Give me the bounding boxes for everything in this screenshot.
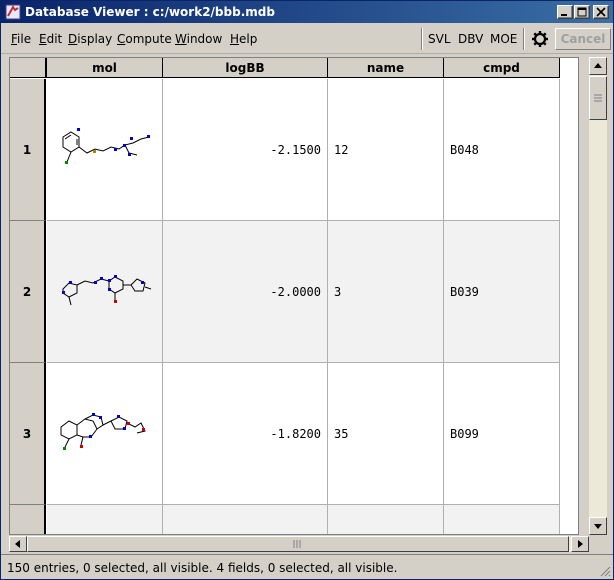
menu-display[interactable]: Display — [68, 32, 112, 46]
close-button[interactable] — [593, 5, 609, 19]
arrow-up-icon — [594, 63, 602, 68]
molecule-cell[interactable] — [47, 79, 163, 221]
menu-display-label: Display — [68, 32, 113, 46]
logbb-cell[interactable]: -2.1500 — [163, 79, 328, 221]
column-header-mol[interactable]: mol — [47, 58, 163, 78]
logbb-cell[interactable]: -1.8200 — [163, 363, 328, 505]
gear-icon[interactable] — [531, 30, 549, 48]
scroll-left-button[interactable] — [9, 536, 27, 552]
moe-button[interactable]: MOE — [490, 32, 518, 46]
molecule-cell[interactable] — [47, 505, 163, 534]
arrow-left-icon — [15, 540, 20, 548]
horizontal-scroll-thumb[interactable] — [27, 536, 569, 552]
scroll-right-button[interactable] — [571, 536, 589, 552]
menu-edit[interactable]: Edit — [39, 32, 62, 46]
minimize-icon — [561, 14, 567, 16]
name-cell[interactable] — [328, 505, 444, 534]
dbv-button[interactable]: DBV — [458, 32, 484, 46]
data-table: mol logBB name cmpd 1 — [9, 57, 579, 535]
title-bar[interactable]: Database Viewer : c:/work2/bbb.mdb — [1, 1, 613, 23]
menu-help[interactable]: Help — [230, 32, 257, 46]
close-icon — [596, 7, 606, 17]
toolbar-separator — [523, 28, 525, 50]
grip-icon — [293, 540, 301, 548]
menu-window-label: Window — [175, 32, 223, 46]
scroll-up-button[interactable] — [589, 57, 607, 75]
row-header[interactable] — [10, 505, 46, 534]
name-value: 3 — [334, 285, 342, 299]
cmpd-cell[interactable]: B048 — [444, 79, 560, 221]
column-header-name[interactable]: name — [328, 58, 444, 78]
cmpd-value: B099 — [450, 427, 479, 441]
menu-file[interactable]: File — [11, 32, 31, 46]
menu-help-label: Help — [230, 32, 258, 46]
window-title: Database Viewer : c:/work2/bbb.mdb — [25, 5, 275, 19]
menu-window[interactable]: Window — [175, 32, 222, 46]
minimize-button[interactable] — [557, 5, 573, 19]
app-icon — [5, 4, 21, 20]
name-cell[interactable]: 35 — [328, 363, 444, 505]
cmpd-cell[interactable]: B039 — [444, 221, 560, 363]
maximize-button[interactable] — [574, 5, 590, 19]
cancel-button[interactable]: Cancel — [555, 28, 611, 50]
table-corner — [10, 58, 47, 78]
row-header[interactable]: 1 — [10, 79, 46, 221]
menu-compute[interactable]: Compute — [117, 32, 172, 46]
cmpd-value: B048 — [450, 143, 479, 157]
molecule-cell[interactable] — [47, 363, 163, 505]
name-cell[interactable]: 12 — [328, 79, 444, 221]
molecule-structure — [62, 275, 152, 306]
molecule-structure — [62, 128, 150, 164]
name-cell[interactable]: 3 — [328, 221, 444, 363]
column-header-logbb[interactable]: logBB — [163, 58, 328, 78]
status-bar: 150 entries, 0 selected, all visible. 4 … — [1, 554, 613, 579]
menu-file-label: File — [11, 32, 32, 46]
molecule-cell[interactable] — [47, 221, 163, 363]
logbb-cell[interactable] — [163, 505, 328, 534]
logbb-value: -1.8200 — [270, 427, 321, 441]
cmpd-cell[interactable] — [444, 505, 560, 534]
horizontal-scrollbar[interactable] — [9, 536, 589, 552]
menu-compute-label: Compute — [117, 32, 172, 46]
status-text: 150 entries, 0 selected, all visible. 4 … — [7, 561, 398, 575]
row-header[interactable]: 2 — [10, 221, 46, 363]
vertical-scroll-thumb[interactable] — [589, 76, 607, 120]
logbb-cell[interactable]: -2.0000 — [163, 221, 328, 363]
maximize-icon — [577, 7, 587, 17]
molecule-structure — [60, 413, 146, 450]
toolbar-separator — [421, 28, 423, 50]
menu-bar: File Edit Display Compute Window Help SV… — [1, 24, 613, 54]
name-value: 12 — [334, 143, 349, 157]
resize-grip-icon[interactable] — [599, 565, 611, 577]
logbb-value: -2.1500 — [270, 143, 321, 157]
grip-icon — [594, 94, 602, 102]
name-value: 35 — [334, 427, 349, 441]
logbb-value: -2.0000 — [270, 285, 321, 299]
row-header[interactable]: 3 — [10, 363, 46, 505]
cmpd-value: B039 — [450, 285, 479, 299]
svl-button[interactable]: SVL — [428, 32, 451, 46]
menu-edit-label: Edit — [39, 32, 63, 46]
cmpd-cell[interactable]: B099 — [444, 363, 560, 505]
arrow-right-icon — [578, 540, 583, 548]
column-header-cmpd[interactable]: cmpd — [444, 58, 560, 78]
vertical-scrollbar[interactable] — [589, 57, 607, 535]
arrow-down-icon — [594, 524, 602, 529]
scroll-down-button[interactable] — [589, 517, 607, 535]
